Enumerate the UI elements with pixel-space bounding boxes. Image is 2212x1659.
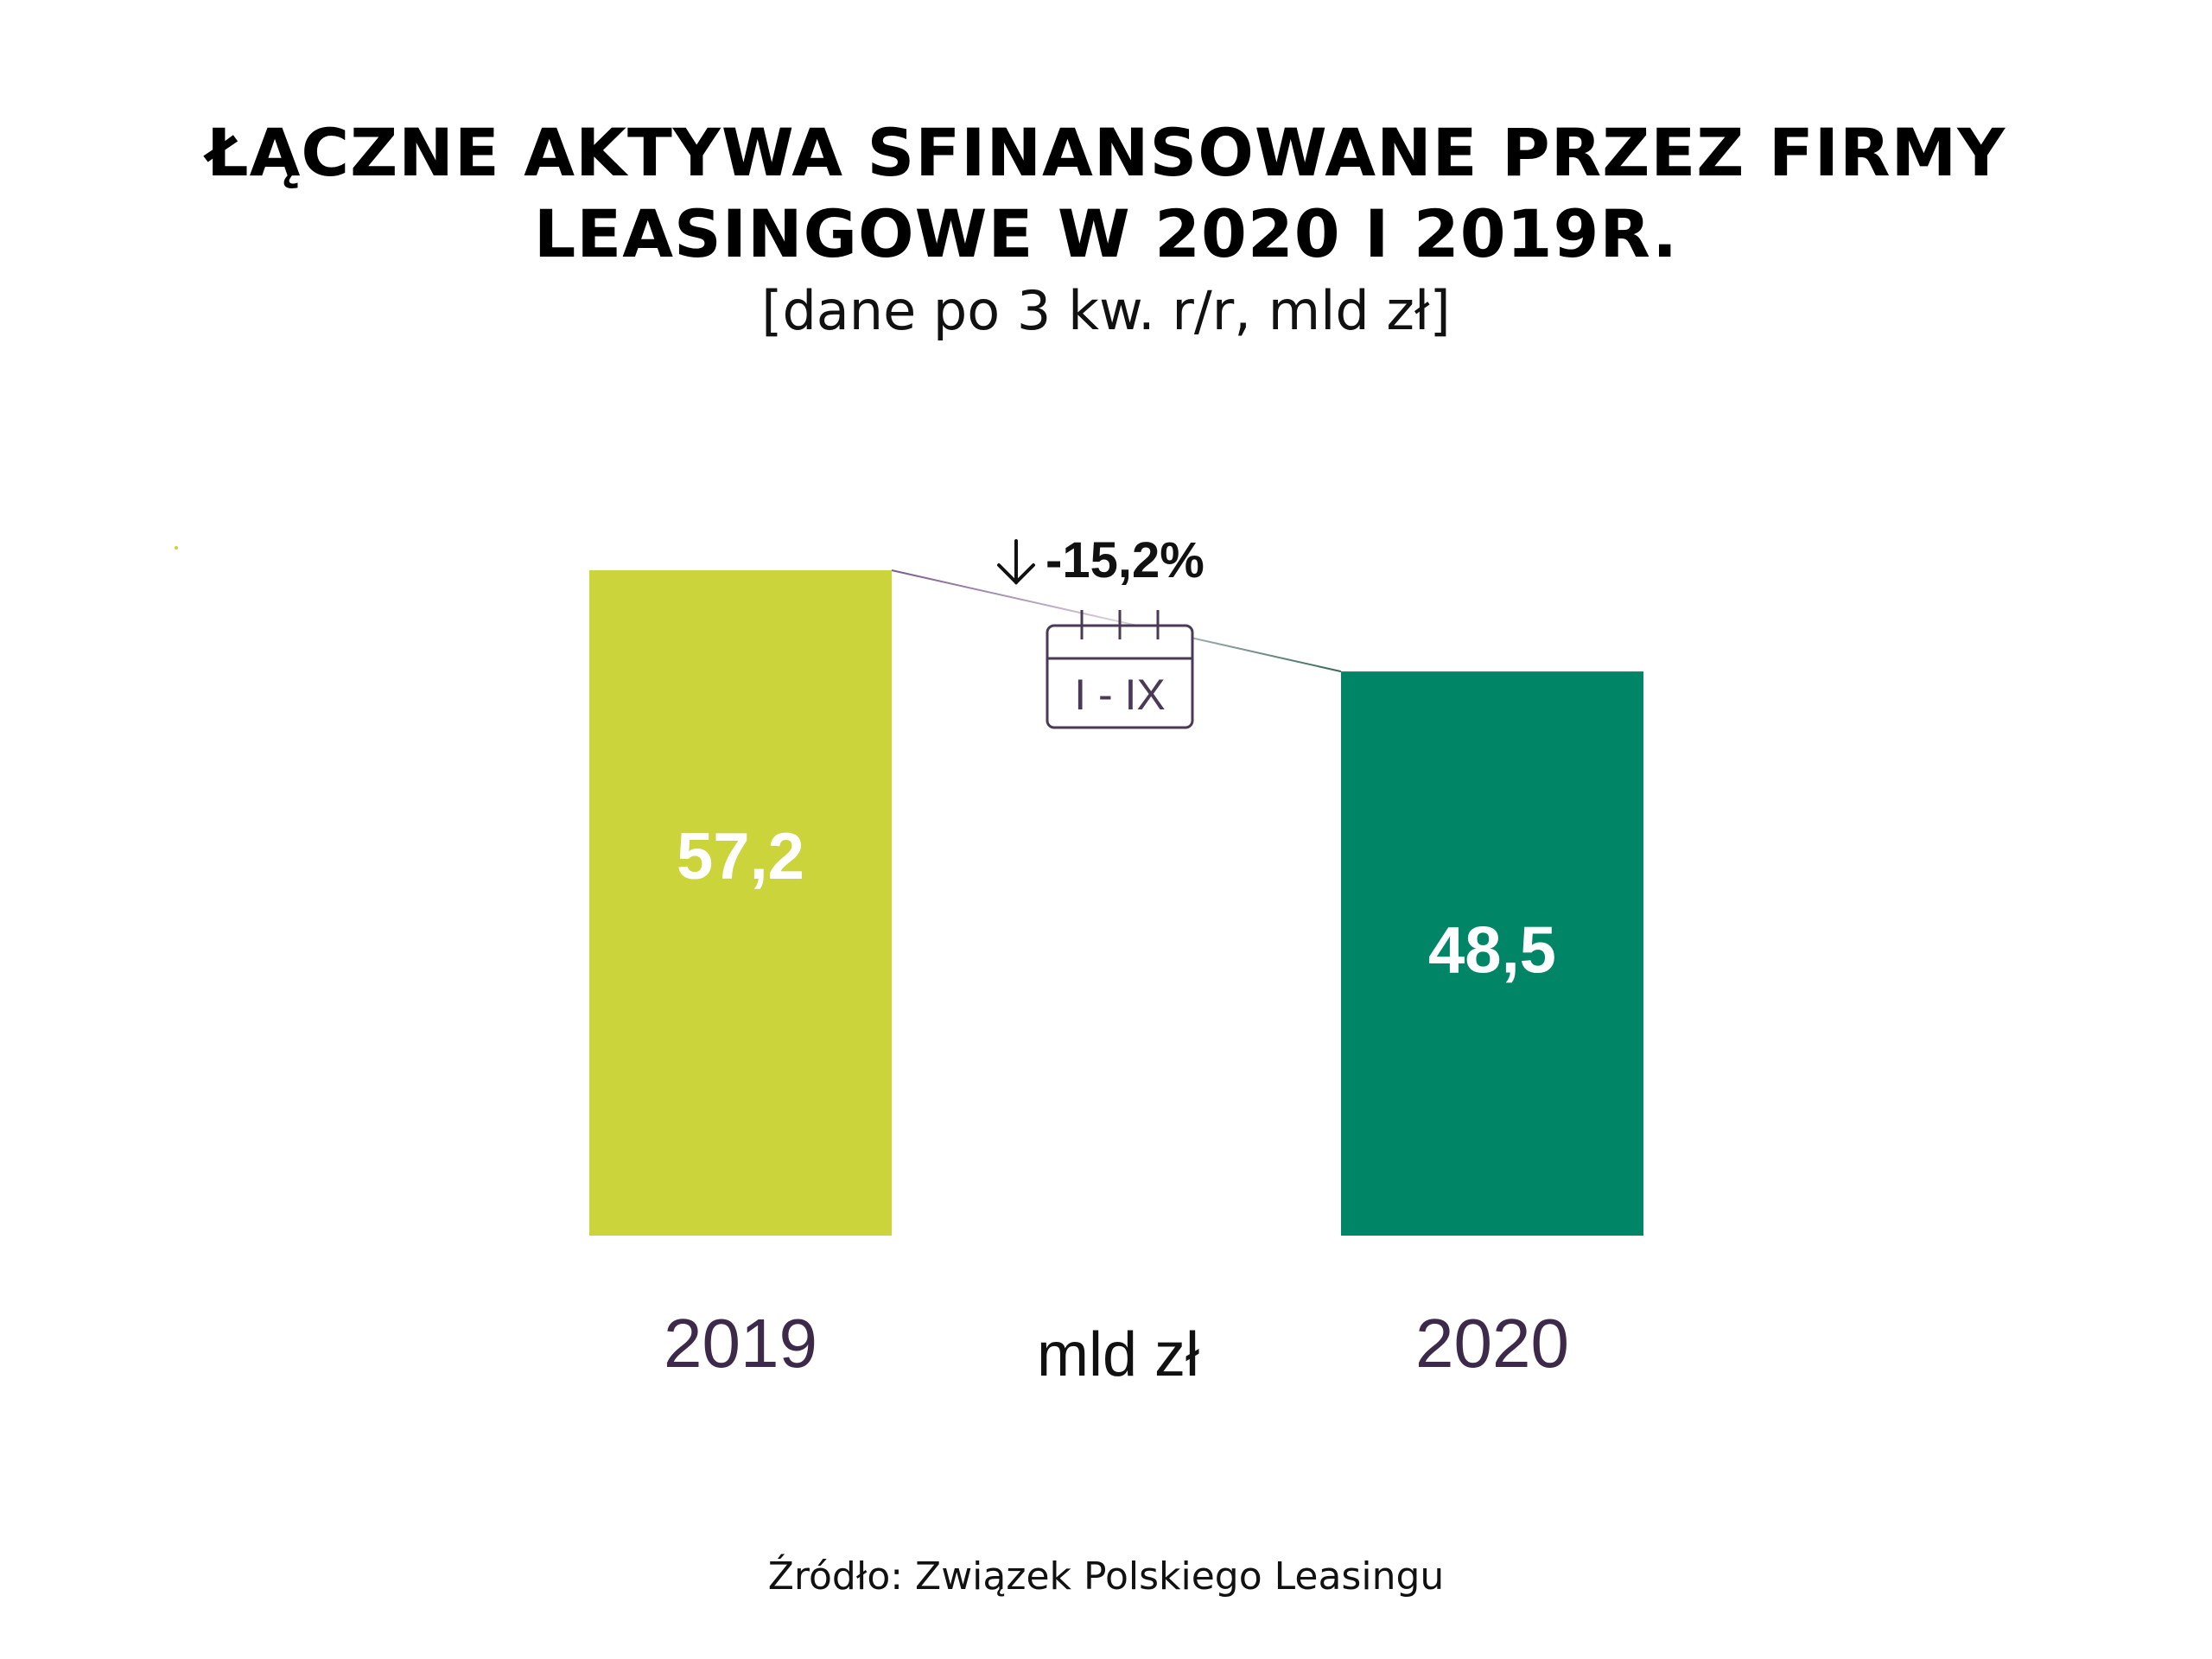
unit-label: mld zł [1037, 1320, 1199, 1389]
source-note: Źródło: Związek Polskiego Leasingu [767, 1554, 1445, 1599]
calendar-icon [1046, 610, 1194, 729]
decorative-dot [175, 546, 178, 550]
change-label: -15,2% [1046, 532, 1205, 588]
chart-title: ŁĄCZNE AKTYWA SFINANSOWANE PRZEZ FIRMY L… [0, 112, 2212, 275]
change-annotation: -15,2% I - IX [997, 532, 1205, 729]
chart-title-line-2: LEASINGOWE W 2020 I 2019R. [533, 195, 1679, 272]
value-label-2020: 48,5 [1428, 914, 1556, 988]
period-label: I - IX [1074, 671, 1166, 719]
category-label-2019: 2019 [664, 1305, 817, 1382]
chart-title-line-1: ŁĄCZNE AKTYWA SFINANSOWANE PRZEZ FIRMY [206, 114, 2006, 191]
bar-2020 [1341, 671, 1643, 1236]
chart-subtitle: [dane po 3 kw. r/r, mld zł] [761, 279, 1451, 342]
category-label-2020: 2020 [1415, 1305, 1569, 1382]
bar-2019 [589, 570, 892, 1236]
change-connector-line [891, 569, 1342, 673]
value-label-2019: 57,2 [677, 820, 804, 893]
arrow-down-icon [997, 539, 1035, 585]
